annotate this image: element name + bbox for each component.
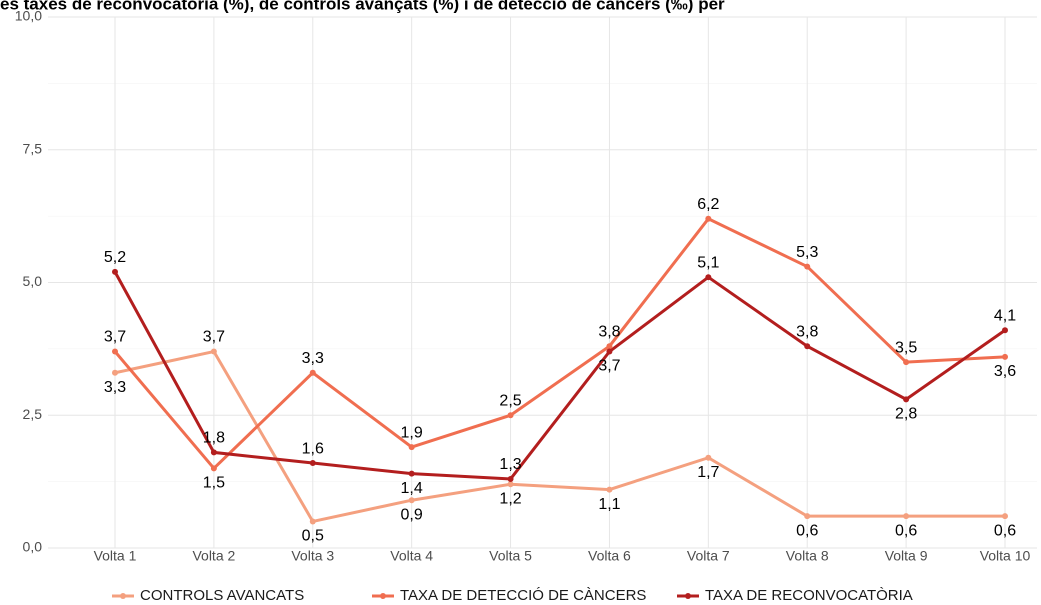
- point: [309, 369, 316, 376]
- x-tick-label: Volta 1: [94, 548, 137, 564]
- point: [112, 268, 118, 275]
- point: [606, 348, 613, 355]
- x-tick-label: Volta 9: [885, 548, 928, 564]
- data-label: 5,2: [104, 249, 126, 266]
- y-tick-label: 0,0: [23, 539, 43, 555]
- data-label: 3,3: [104, 379, 126, 396]
- point: [210, 348, 217, 355]
- data-label: 0,9: [401, 506, 423, 523]
- point: [903, 359, 910, 366]
- series-line: [113, 216, 1006, 471]
- data-label: 6,2: [697, 196, 719, 213]
- data-label: 4,1: [994, 308, 1016, 325]
- point: [112, 369, 118, 376]
- legend-dot: [685, 593, 691, 599]
- point: [804, 513, 811, 520]
- x-tick-label: Volta 2: [192, 548, 235, 564]
- y-tick-label: 7,5: [23, 140, 43, 156]
- x-tick-label: Volta 7: [687, 548, 730, 564]
- data-label: 3,3: [302, 350, 324, 367]
- point: [903, 396, 910, 403]
- point: [309, 460, 316, 467]
- point: [112, 348, 118, 355]
- data-label: 3,6: [994, 363, 1016, 380]
- data-label: 3,7: [203, 329, 225, 346]
- point: [210, 465, 217, 472]
- point: [705, 215, 712, 222]
- point: [507, 481, 514, 488]
- y-tick-label: 2,5: [23, 406, 43, 422]
- point: [903, 513, 910, 520]
- data-label: 3,5: [895, 339, 917, 356]
- x-tick-label: Volta 10: [980, 548, 1031, 564]
- point: [606, 486, 613, 493]
- point: [408, 497, 415, 504]
- y-tick-label: 10,0: [15, 8, 42, 24]
- legend-dot: [120, 593, 126, 599]
- data-label: 0,6: [796, 522, 818, 539]
- data-label: 2,8: [895, 406, 917, 423]
- data-label: 3,8: [598, 323, 620, 340]
- point: [804, 263, 811, 270]
- point: [705, 454, 712, 461]
- data-label: 5,1: [697, 254, 719, 271]
- data-label: 1,8: [203, 430, 225, 447]
- data-label: 1,5: [203, 475, 225, 492]
- data-label: 2,5: [499, 392, 521, 409]
- data-label: 3,7: [104, 329, 126, 346]
- data-label: 1,6: [302, 440, 324, 457]
- data-label: 1,7: [697, 464, 719, 481]
- data-label: 1,3: [499, 456, 521, 473]
- point: [210, 449, 217, 456]
- point: [606, 343, 613, 350]
- x-tick-label: Volta 3: [291, 548, 334, 564]
- data-label: 5,3: [796, 244, 818, 261]
- data-label: 1,2: [499, 490, 521, 507]
- point: [705, 274, 712, 281]
- data-label: 0,6: [895, 522, 917, 539]
- point: [804, 343, 811, 350]
- point: [408, 470, 415, 477]
- x-tick-label: Volta 8: [786, 548, 829, 564]
- legend-dot: [380, 593, 386, 599]
- point: [1002, 327, 1008, 334]
- data-label: 0,6: [994, 522, 1016, 539]
- data-label: 3,8: [796, 323, 818, 340]
- x-tick-label: Volta 4: [390, 548, 433, 564]
- data-label: 1,9: [401, 424, 423, 441]
- legend-label: CONTROLS AVANCATS: [140, 587, 304, 604]
- data-label: 0,5: [302, 528, 324, 545]
- point: [507, 412, 514, 419]
- x-tick-label: Volta 5: [489, 548, 532, 564]
- data-label: 1,1: [598, 496, 620, 513]
- series-line: [113, 271, 1006, 481]
- point: [309, 518, 316, 525]
- point: [507, 475, 514, 482]
- point: [1002, 513, 1008, 520]
- legend-label: TAXA DE RECONVOCATÒRIA: [705, 587, 913, 604]
- data-label: 1,4: [401, 480, 423, 497]
- data-label: 3,7: [598, 358, 620, 375]
- x-tick-label: Volta 6: [588, 548, 631, 564]
- point: [408, 444, 415, 451]
- series-line: [114, 349, 1005, 524]
- legend-label: TAXA DE DETECCIÓ DE CÀNCERS: [400, 587, 646, 604]
- y-tick-label: 5,0: [23, 273, 43, 289]
- chart-title: es taxes de reconvocatòria (%), de contr…: [0, 0, 725, 13]
- point: [1002, 353, 1008, 360]
